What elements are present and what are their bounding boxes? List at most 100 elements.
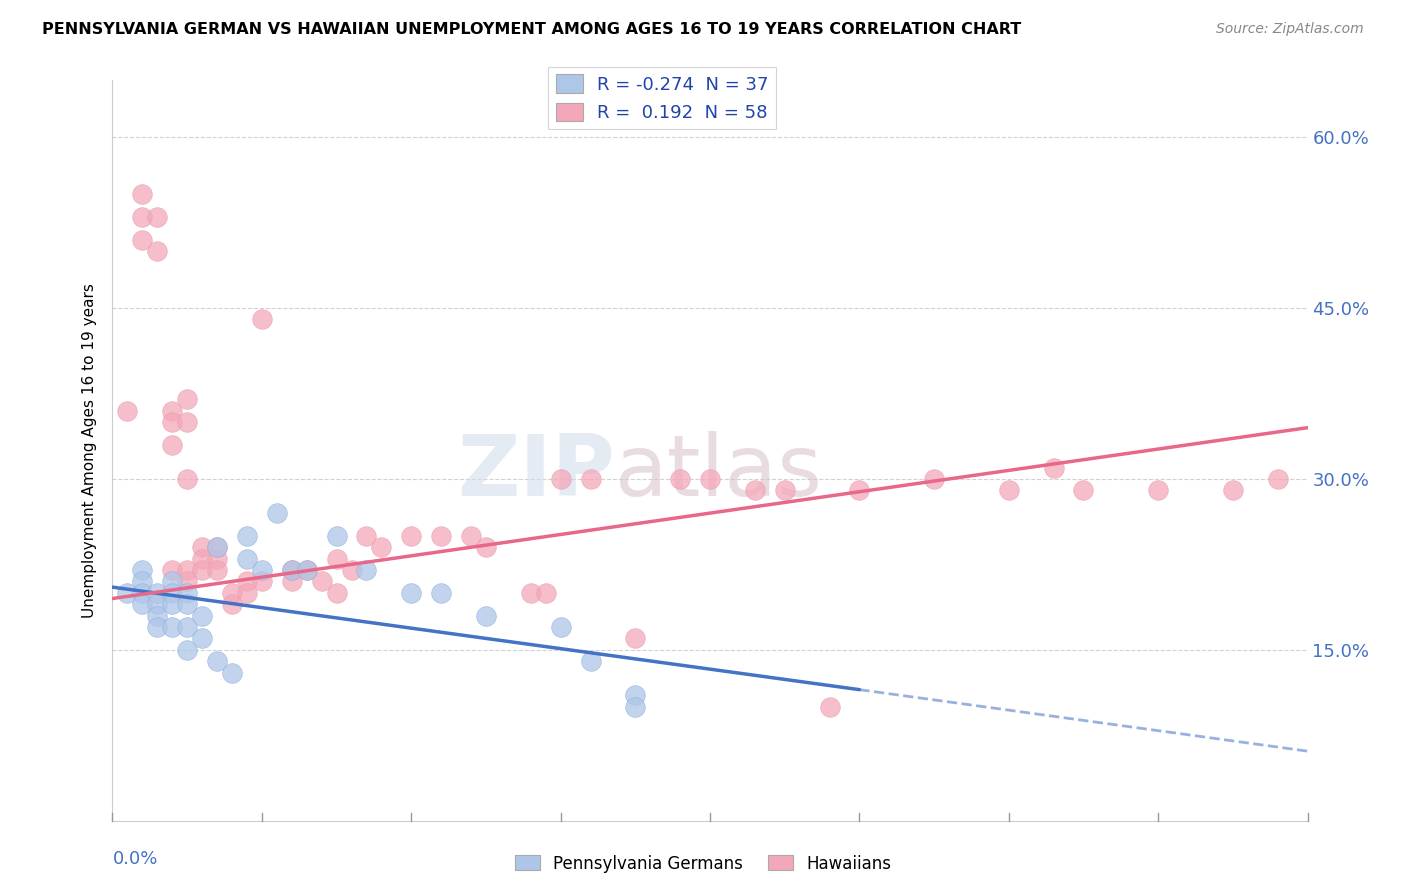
Point: [370, 541, 392, 555]
Point: [176, 597, 198, 611]
Point: [998, 483, 1021, 498]
Text: atlas: atlas: [614, 431, 823, 514]
Text: PENNSYLVANIA GERMAN VS HAWAIIAN UNEMPLOYMENT AMONG AGES 16 TO 19 YEARS CORRELATI: PENNSYLVANIA GERMAN VS HAWAIIAN UNEMPLOY…: [42, 22, 1021, 37]
Point: [550, 620, 572, 634]
Text: Source: ZipAtlas.com: Source: ZipAtlas.com: [1216, 22, 1364, 37]
Point: [146, 620, 169, 634]
Point: [1073, 483, 1095, 498]
Point: [281, 563, 304, 577]
Point: [250, 574, 273, 589]
Point: [1042, 460, 1064, 475]
Point: [221, 586, 243, 600]
Point: [191, 551, 214, 566]
Point: [624, 689, 647, 703]
Point: [1267, 472, 1289, 486]
Point: [250, 312, 273, 326]
Point: [205, 551, 228, 566]
Point: [191, 563, 214, 577]
Y-axis label: Unemployment Among Ages 16 to 19 years: Unemployment Among Ages 16 to 19 years: [82, 283, 97, 618]
Point: [579, 472, 602, 486]
Point: [131, 586, 153, 600]
Point: [162, 403, 183, 417]
Point: [250, 563, 273, 577]
Point: [281, 563, 304, 577]
Point: [520, 586, 543, 600]
Point: [176, 574, 198, 589]
Point: [475, 541, 498, 555]
Point: [191, 541, 214, 555]
Point: [146, 244, 169, 259]
Point: [325, 529, 347, 543]
Point: [131, 597, 153, 611]
Point: [325, 586, 347, 600]
Point: [205, 563, 228, 577]
Point: [205, 541, 228, 555]
Point: [162, 620, 183, 634]
Point: [550, 472, 572, 486]
Point: [430, 586, 453, 600]
Point: [624, 699, 647, 714]
Point: [281, 574, 304, 589]
Point: [131, 574, 153, 589]
Text: 0.0%: 0.0%: [112, 850, 157, 868]
Point: [162, 597, 183, 611]
Point: [176, 620, 198, 634]
Point: [579, 654, 602, 668]
Point: [205, 654, 228, 668]
Point: [162, 415, 183, 429]
Legend: Pennsylvania Germans, Hawaiians: Pennsylvania Germans, Hawaiians: [508, 848, 898, 880]
Point: [818, 699, 841, 714]
Point: [475, 608, 498, 623]
Point: [162, 563, 183, 577]
Point: [669, 472, 692, 486]
Point: [325, 551, 347, 566]
Point: [340, 563, 363, 577]
Point: [146, 210, 169, 224]
Point: [773, 483, 796, 498]
Point: [236, 586, 259, 600]
Point: [221, 665, 243, 680]
Point: [295, 563, 318, 577]
Point: [699, 472, 721, 486]
Point: [430, 529, 453, 543]
Point: [460, 529, 482, 543]
Point: [146, 586, 169, 600]
Point: [176, 563, 198, 577]
Point: [191, 608, 214, 623]
Point: [131, 233, 153, 247]
Point: [534, 586, 557, 600]
Point: [624, 632, 647, 646]
Point: [744, 483, 766, 498]
Point: [295, 563, 318, 577]
Point: [162, 574, 183, 589]
Point: [176, 392, 198, 407]
Point: [356, 563, 378, 577]
Legend: R = -0.274  N = 37, R =  0.192  N = 58: R = -0.274 N = 37, R = 0.192 N = 58: [548, 67, 776, 129]
Point: [922, 472, 945, 486]
Point: [162, 438, 183, 452]
Point: [1222, 483, 1244, 498]
Point: [848, 483, 870, 498]
Point: [117, 586, 139, 600]
Point: [176, 415, 198, 429]
Point: [131, 187, 153, 202]
Point: [311, 574, 333, 589]
Point: [162, 586, 183, 600]
Point: [146, 608, 169, 623]
Point: [401, 586, 423, 600]
Point: [266, 506, 288, 520]
Point: [131, 210, 153, 224]
Text: ZIP: ZIP: [457, 431, 614, 514]
Point: [146, 597, 169, 611]
Point: [205, 541, 228, 555]
Point: [356, 529, 378, 543]
Point: [131, 563, 153, 577]
Point: [401, 529, 423, 543]
Point: [221, 597, 243, 611]
Point: [236, 551, 259, 566]
Point: [176, 642, 198, 657]
Point: [176, 472, 198, 486]
Point: [1147, 483, 1170, 498]
Point: [191, 632, 214, 646]
Point: [236, 574, 259, 589]
